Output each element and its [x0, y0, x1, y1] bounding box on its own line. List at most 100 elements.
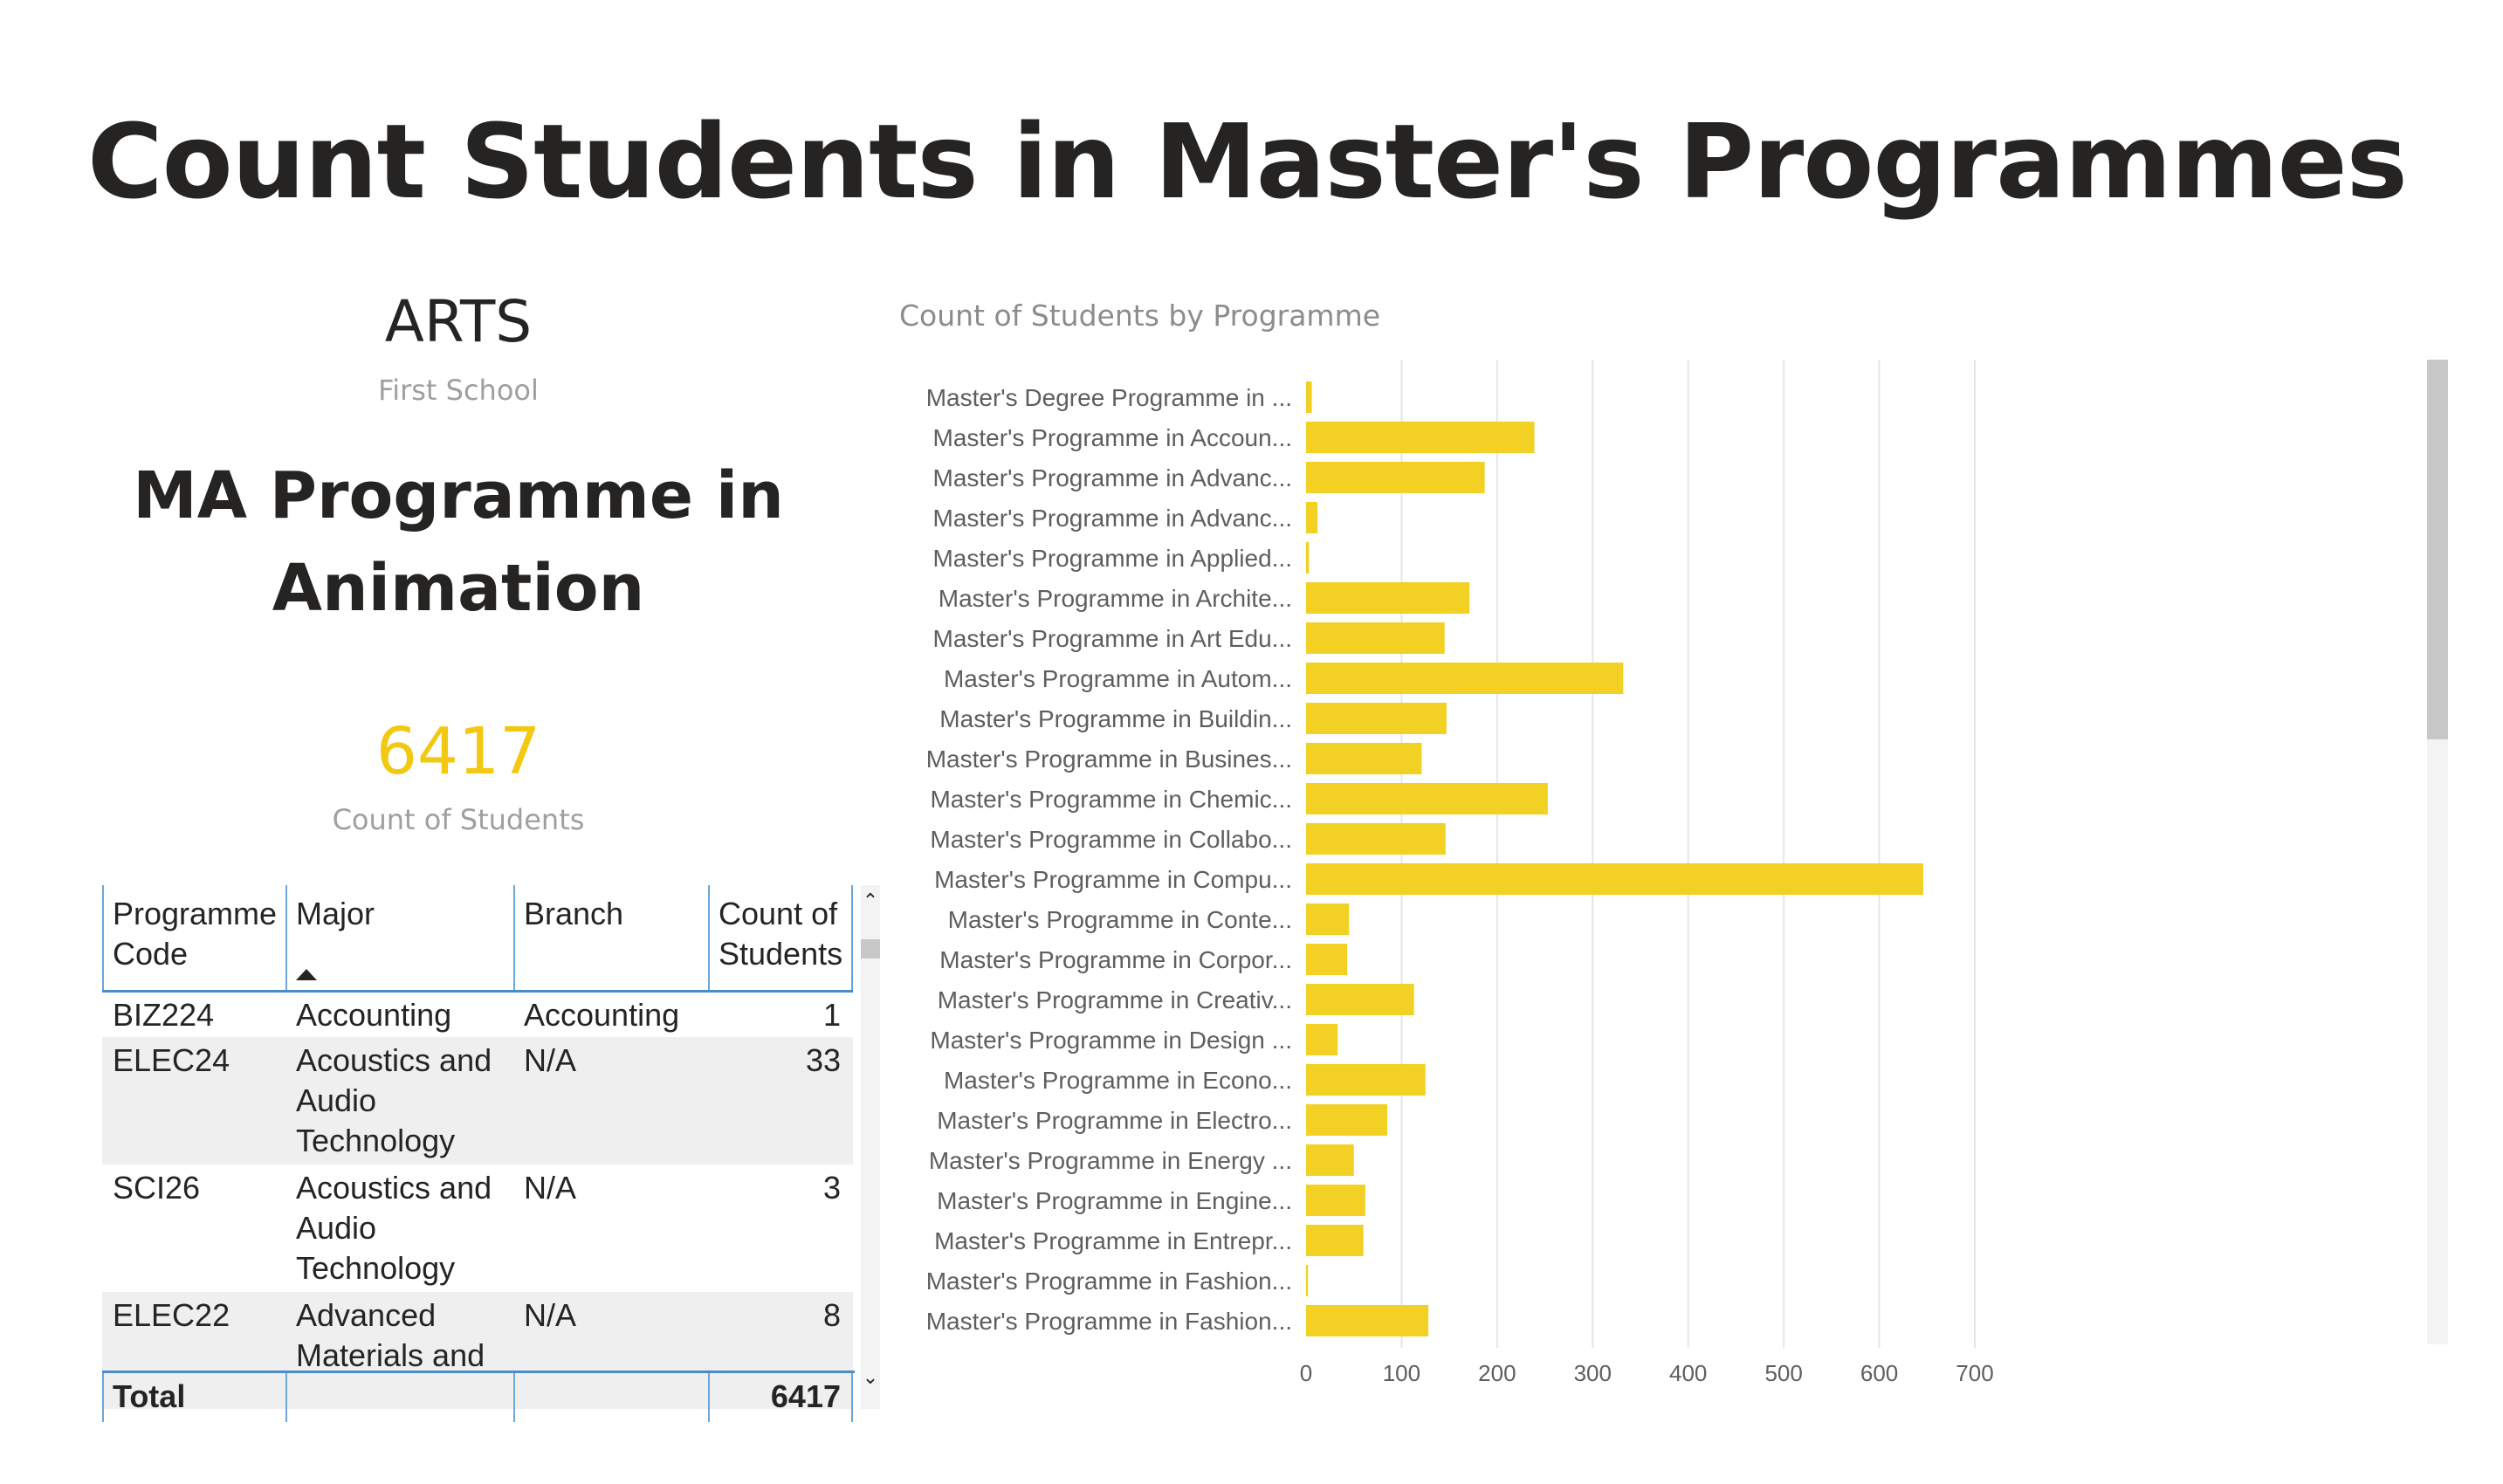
- category-label: Master's Programme in Advanc...: [933, 505, 1293, 532]
- column-divider: [851, 885, 853, 990]
- x-tick-label: 0: [1300, 1360, 1312, 1386]
- x-tick-label: 400: [1669, 1360, 1707, 1386]
- header-count-of-students[interactable]: Count of Students: [719, 896, 843, 972]
- category-label: Master's Programme in Design ...: [930, 1027, 1292, 1054]
- cell-major: Acoustics and Audio Technology: [296, 1170, 492, 1286]
- category-label: Master's Programme in Entrepr...: [934, 1227, 1292, 1254]
- table-scroll-thumb[interactable]: [861, 939, 880, 958]
- cell-major: Advanced Materials and: [296, 1297, 485, 1373]
- cell-branch: N/A: [524, 1170, 577, 1206]
- column-divider: [285, 885, 287, 990]
- cell-code: ELEC22: [113, 1297, 230, 1333]
- table-header: Programme Code Major Branch Count of Stu…: [102, 885, 853, 993]
- table-row[interactable]: ELEC22 Advanced Materials and N/A 8: [102, 1292, 853, 1409]
- cell-major: Acoustics and Audio Technology: [296, 1042, 492, 1158]
- bar[interactable]: [1306, 422, 1535, 453]
- cell-code: ELEC24: [113, 1042, 230, 1078]
- bar[interactable]: [1306, 1144, 1354, 1176]
- x-tick-label: 100: [1383, 1360, 1420, 1386]
- header-major[interactable]: Major: [296, 896, 375, 931]
- category-label: Master's Programme in Buildin...: [939, 705, 1292, 732]
- bar[interactable]: [1306, 1185, 1365, 1216]
- table-row[interactable]: ELEC24 Acoustics and Audio Technology N/…: [102, 1037, 853, 1165]
- category-label: Master's Programme in Applied...: [932, 545, 1292, 572]
- bar[interactable]: [1306, 542, 1310, 574]
- cell-major: Accounting: [296, 997, 452, 1033]
- bar[interactable]: [1306, 502, 1318, 533]
- category-label: Master's Programme in Archite...: [939, 585, 1292, 612]
- total-value: 6417: [770, 1378, 841, 1414]
- cell-code: BIZ224: [113, 997, 215, 1033]
- category-label: Master's Programme in Accoun...: [933, 424, 1293, 451]
- category-label: Master's Degree Programme in ...: [926, 384, 1292, 411]
- table-total-row: Total 6417: [102, 1371, 855, 1422]
- chevron-down-icon[interactable]: ⌄: [862, 1367, 879, 1389]
- bar[interactable]: [1306, 863, 1923, 895]
- category-label: Master's Programme in Electro...: [937, 1107, 1292, 1134]
- bar[interactable]: [1306, 1024, 1338, 1055]
- category-label: Master's Programme in Chemic...: [930, 786, 1292, 813]
- bar[interactable]: [1306, 703, 1447, 734]
- bar[interactable]: [1306, 903, 1350, 935]
- category-label: Master's Programme in Conte...: [948, 906, 1292, 933]
- category-label: Master's Programme in Busines...: [926, 745, 1292, 773]
- category-label: Master's Programme in Creativ...: [938, 986, 1292, 1013]
- table-row[interactable]: BIZ224 Accounting Accounting 1: [102, 992, 853, 1037]
- category-label: Master's Programme in Engine...: [937, 1187, 1292, 1214]
- bar[interactable]: [1306, 381, 1312, 413]
- count-card-label: Count of Students: [332, 803, 585, 836]
- chart-scroll-thumb[interactable]: [2427, 360, 2448, 739]
- cell-code: SCI26: [113, 1170, 201, 1206]
- bar[interactable]: [1306, 944, 1348, 975]
- bar-chart: 0 100 200 300 400 500 600 700 Master's Degree Pr…: [926, 360, 1994, 1386]
- cell-count: 3: [822, 1170, 841, 1206]
- programme-card-value: MA Programme in Animation: [133, 458, 784, 626]
- table-row[interactable]: SCI26 Acoustics and Audio Technology N/A…: [102, 1165, 853, 1292]
- table-scrollbar[interactable]: ⌃ ⌄: [861, 885, 880, 1409]
- column-divider: [708, 885, 710, 990]
- bar[interactable]: [1306, 743, 1422, 774]
- column-divider: [513, 885, 515, 990]
- category-label: Master's Programme in Energy ...: [929, 1147, 1292, 1174]
- bar[interactable]: [1306, 663, 1624, 694]
- x-tick-label: 200: [1478, 1360, 1516, 1386]
- bar[interactable]: [1306, 622, 1445, 654]
- bar[interactable]: [1306, 823, 1446, 855]
- category-label: Master's Programme in Advanc...: [933, 464, 1293, 491]
- category-label: Master's Programme in Art Edu...: [933, 625, 1292, 652]
- category-label: Master's Programme in Compu...: [934, 866, 1292, 893]
- x-tick-label: 600: [1860, 1360, 1898, 1386]
- category-label: Master's Programme in Corpor...: [939, 946, 1292, 973]
- chevron-up-icon[interactable]: ⌃: [862, 890, 879, 912]
- total-label: Total: [113, 1378, 186, 1414]
- bar[interactable]: [1306, 1265, 1309, 1296]
- bar[interactable]: [1306, 582, 1470, 614]
- category-label: Master's Programme in Collabo...: [930, 826, 1292, 853]
- bar[interactable]: [1306, 1225, 1364, 1256]
- cell-branch: N/A: [524, 1297, 577, 1333]
- count-card-value: 6417: [375, 714, 541, 789]
- chart-scrollbar[interactable]: [2427, 360, 2448, 1344]
- category-label: Master's Programme in Autom...: [944, 665, 1292, 692]
- category-label: Master's Programme in Fashion...: [926, 1268, 1292, 1295]
- cell-branch: Accounting: [524, 997, 680, 1033]
- bar[interactable]: [1306, 1305, 1429, 1336]
- bar[interactable]: [1306, 1104, 1388, 1136]
- cell-count: 33: [805, 1042, 841, 1078]
- x-tick-label: 300: [1574, 1360, 1612, 1386]
- header-programme-code[interactable]: Programme Code: [113, 896, 278, 972]
- bar[interactable]: [1306, 462, 1485, 493]
- bar[interactable]: [1306, 783, 1548, 814]
- cell-branch: N/A: [524, 1042, 577, 1078]
- page-title: Count Students in Master's Programmes: [87, 101, 2408, 222]
- programme-table: Programme Code Major Branch Count of Stu…: [102, 885, 853, 1409]
- column-divider: [102, 885, 104, 990]
- bar[interactable]: [1306, 984, 1414, 1015]
- cell-count: 8: [822, 1297, 841, 1333]
- category-label: Master's Programme in Fashion...: [926, 1308, 1292, 1335]
- bar[interactable]: [1306, 1064, 1426, 1096]
- school-card-value: ARTS: [384, 288, 533, 355]
- header-branch[interactable]: Branch: [524, 896, 624, 931]
- sort-ascending-icon[interactable]: [296, 969, 317, 980]
- category-label: Master's Programme in Econo...: [944, 1067, 1292, 1094]
